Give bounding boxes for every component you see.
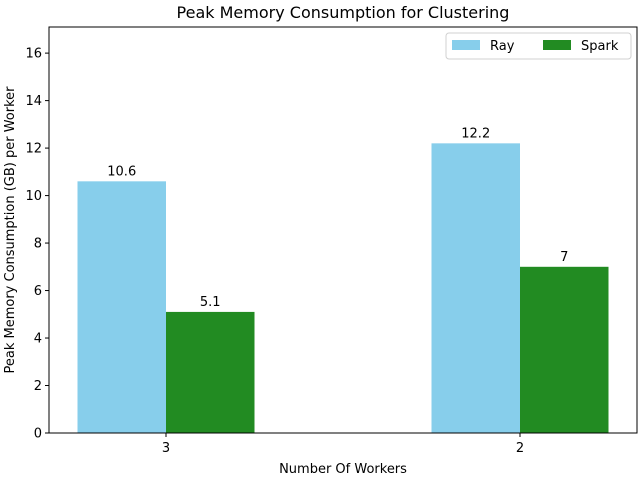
y-tick-label: 10: [25, 189, 42, 204]
y-axis-label: Peak Memory Consumption (GB) per Worker: [3, 86, 18, 374]
data-label-spark-2: 7: [560, 250, 568, 265]
legend: Ray Spark: [445, 32, 632, 60]
data-label-ray-2: 12.2: [461, 126, 490, 141]
legend-label-ray: Ray: [490, 39, 515, 54]
y-axis: 0 2 4 6 8 10 12 14 16: [25, 47, 49, 442]
bar-spark-2: [520, 266, 609, 433]
y-tick-label: 16: [25, 47, 42, 62]
legend-swatch-ray: [452, 40, 480, 50]
data-label-ray-3: 10.6: [107, 164, 136, 179]
y-tick-label: 12: [25, 142, 42, 157]
legend-label-spark: Spark: [581, 39, 619, 54]
legend-swatch-spark: [543, 40, 571, 50]
y-tick-label: 4: [34, 332, 42, 347]
x-tick-label: 3: [162, 441, 170, 456]
legend-box: [445, 32, 632, 60]
plot-frame: [48, 26, 638, 434]
y-tick-label: 6: [34, 284, 42, 299]
y-tick-label: 2: [34, 379, 42, 394]
y-tick-label: 8: [34, 237, 42, 252]
plot-area: 10.6 12.2 5.1 7: [77, 126, 609, 434]
data-label-spark-3: 5.1: [200, 295, 221, 310]
x-axis-label: Number Of Workers: [279, 462, 407, 477]
bar-ray-3: [77, 181, 166, 433]
bar-ray-2: [431, 143, 520, 434]
x-tick-label: 2: [516, 441, 524, 456]
y-tick-label: 14: [25, 94, 42, 109]
bar-spark-3: [166, 311, 255, 433]
y-tick-label: 0: [34, 427, 42, 442]
chart-title: Peak Memory Consumption for Clustering: [177, 3, 510, 22]
